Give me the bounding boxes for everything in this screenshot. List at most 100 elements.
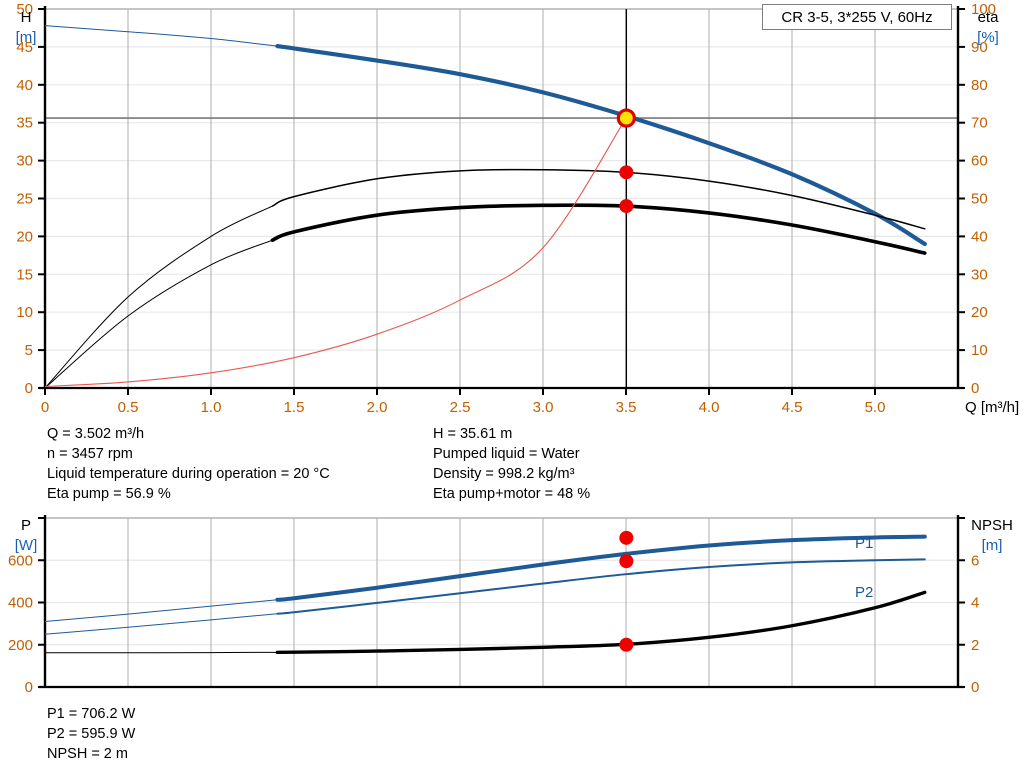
svg-text:3.0: 3.0 [533, 399, 554, 415]
svg-text:0: 0 [971, 380, 979, 397]
y-left-unit: [W] [15, 537, 38, 554]
y-left-title: P [21, 517, 31, 534]
head-eta-chart: 0 5 10 15 20 25 30 35 40 45 50 0 10 20 30 40 50 60 70 80 90 1… [16, 1, 1020, 415]
curve-head-curve-h [275, 44, 927, 247]
svg-text:20: 20 [971, 304, 988, 321]
duty-dot-npsh [619, 637, 634, 652]
svg-text:0: 0 [25, 679, 33, 696]
svg-text:60: 60 [971, 153, 988, 170]
svg-text:10: 10 [16, 304, 33, 321]
y-right-title: NPSH [971, 517, 1013, 534]
duty-dot-p2 [619, 554, 634, 569]
svg-text:600: 600 [8, 552, 33, 569]
curve-eta-pump [271, 168, 926, 230]
curve-p1-thin [44, 599, 278, 623]
y-axis-left-ticks: 0 5 10 15 20 25 30 35 40 45 50 [16, 1, 45, 397]
svg-text:2.5: 2.5 [450, 399, 471, 415]
info-n: n = 3457 rpm [47, 446, 133, 462]
svg-text:40: 40 [971, 228, 988, 245]
info-liquid-temp: Liquid temperature during operation = 20… [47, 466, 330, 482]
curve-npsh-red [44, 117, 627, 388]
curves [44, 534, 927, 655]
head-eta-svg: 0 5 10 15 20 25 30 35 40 45 50 0 10 20 30 40 50 60 70 80 90 1… [16, 1, 1020, 415]
svg-text:0: 0 [971, 679, 979, 696]
svg-text:4.0: 4.0 [699, 399, 720, 415]
svg-text:0: 0 [25, 380, 33, 397]
info-eta-pump: Eta pump = 56.9 % [47, 486, 171, 502]
y-axis-right-ticks: 0 10 20 30 40 50 60 70 80 90 100 [958, 1, 996, 397]
x-axis-label: Q [m³/h] [965, 399, 1019, 415]
duty-markers [616, 108, 636, 214]
svg-text:10: 10 [971, 342, 988, 359]
y-right-unit: [%] [977, 29, 999, 46]
y-axis-right-ticks: 0 2 4 6 [958, 517, 979, 696]
svg-text:70: 70 [971, 115, 988, 132]
curve-label-p2: P2 [855, 584, 873, 601]
svg-text:1.5: 1.5 [284, 399, 305, 415]
x-axis-ticks: 0 0.5 1.0 1.5 2.0 2.5 3.0 3.5 4.0 4.5 5.0 [41, 388, 886, 415]
svg-text:6: 6 [971, 552, 979, 569]
title-box-label: CR 3-5, 3*255 V, 60Hz [781, 8, 933, 26]
svg-text:45: 45 [16, 39, 33, 56]
duty-dot-eta-pump-motor [619, 199, 634, 214]
svg-text:2.0: 2.0 [367, 399, 388, 415]
svg-text:50: 50 [971, 191, 988, 208]
operating-point-left-block: Q = 3.502 m³/h n = 3457 rpm Liquid tempe… [47, 424, 330, 504]
power-npsh-svg: 0 200 400 600 0 2 4 6 P [W] NPSH [m] P1 P2 [8, 515, 1013, 696]
info-h: H = 35.61 m [433, 426, 513, 442]
svg-text:3.5: 3.5 [616, 399, 637, 415]
curve-eta-pump-thin [44, 205, 273, 389]
svg-text:80: 80 [971, 77, 988, 94]
svg-text:200: 200 [8, 637, 33, 654]
curve-eta-pump+motor [270, 203, 927, 255]
duty-dot-p1 [619, 530, 634, 545]
svg-text:4: 4 [971, 595, 979, 612]
svg-text:15: 15 [16, 266, 33, 283]
svg-text:30: 30 [971, 266, 988, 283]
svg-text:90: 90 [971, 39, 988, 56]
info-density: Density = 998.2 kg/m³ [433, 466, 575, 482]
info-p2: P2 = 595.9 W [47, 726, 136, 742]
y-right-title: eta [978, 9, 1000, 26]
svg-text:4.5: 4.5 [782, 399, 803, 415]
svg-text:5.0: 5.0 [865, 399, 886, 415]
svg-text:20: 20 [16, 228, 33, 245]
curve-label-p1: P1 [855, 535, 873, 552]
svg-text:50: 50 [16, 1, 33, 18]
duty-point-guides [45, 9, 958, 388]
y-left-title: H [21, 9, 32, 26]
duty-markers [619, 530, 634, 652]
curve-eta-pump+motor-thin [44, 239, 273, 389]
info-q: Q = 3.502 m³/h [47, 426, 145, 442]
svg-text:400: 400 [8, 595, 33, 612]
duty-dot-eta-pump [619, 165, 634, 180]
svg-text:25: 25 [16, 191, 33, 208]
power-summary-block: P1 = 706.2 W P2 = 595.9 W NPSH = 2 m [47, 704, 135, 764]
svg-text:40: 40 [16, 77, 33, 94]
curves [44, 25, 927, 389]
info-p1: P1 = 706.2 W [47, 706, 136, 722]
svg-text:2: 2 [971, 637, 979, 654]
svg-text:100: 100 [971, 1, 996, 18]
svg-text:5: 5 [25, 342, 33, 359]
svg-text:35: 35 [16, 115, 33, 132]
curve-p1 [275, 534, 927, 602]
power-npsh-chart: 0 200 400 600 0 2 4 6 P [W] NPSH [m] P1 P2 [0, 512, 1024, 712]
duty-point-marker [616, 108, 636, 128]
title-box: CR 3-5, 3*255 V, 60Hz [762, 4, 952, 30]
svg-text:30: 30 [16, 153, 33, 170]
info-eta-pump-motor: Eta pump+motor = 48 % [433, 486, 591, 502]
grid-lines [45, 8, 958, 388]
y-axis-left-ticks: 0 200 400 600 [8, 517, 45, 696]
y-left-unit: [m] [16, 29, 37, 46]
curve-head-curve-h-thin [44, 25, 278, 47]
svg-text:0: 0 [41, 399, 49, 415]
curve-p2-thin [44, 613, 278, 635]
info-pumped-liquid: Pumped liquid = Water [433, 446, 580, 462]
grid-lines [45, 517, 958, 687]
curve-npsh [275, 590, 927, 655]
operating-point-right-block: H = 35.61 m Pumped liquid = Water Densit… [433, 424, 590, 504]
svg-text:1.0: 1.0 [201, 399, 222, 415]
axes [39, 6, 964, 390]
axes [39, 515, 964, 689]
